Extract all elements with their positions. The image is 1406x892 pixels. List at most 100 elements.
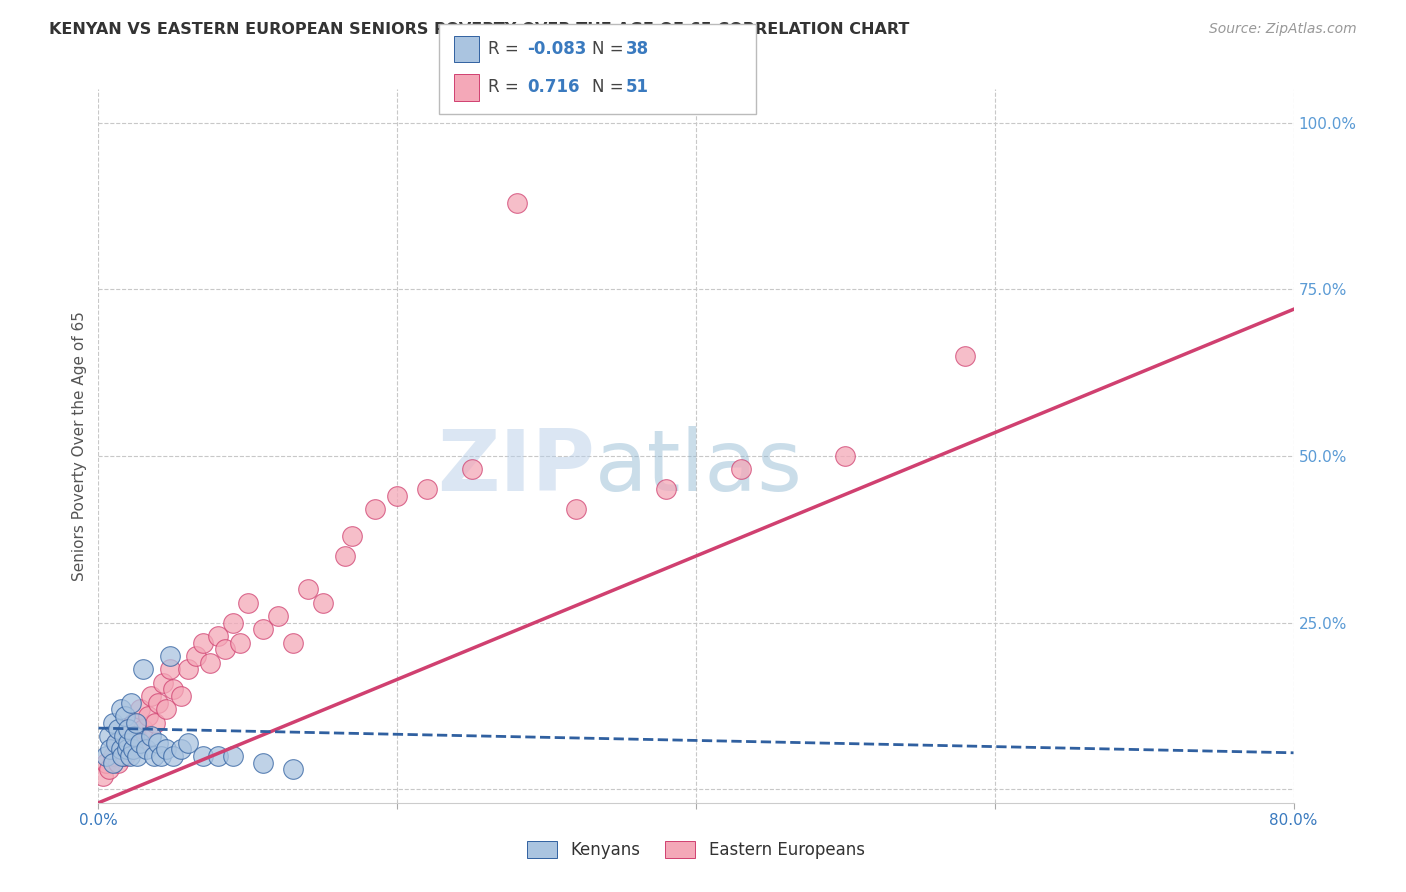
Point bbox=[565, 502, 588, 516]
Point bbox=[103, 756, 125, 770]
Point bbox=[128, 736, 150, 750]
Point bbox=[184, 649, 207, 664]
Point bbox=[117, 736, 139, 750]
Point bbox=[155, 702, 177, 716]
Point bbox=[139, 689, 162, 703]
Text: KENYAN VS EASTERN EUROPEAN SENIORS POVERTY OVER THE AGE OF 65 CORRELATION CHART: KENYAN VS EASTERN EUROPEAN SENIORS POVER… bbox=[49, 22, 910, 37]
Point bbox=[207, 749, 229, 764]
Point bbox=[112, 729, 135, 743]
Point bbox=[110, 742, 132, 756]
Point bbox=[114, 749, 136, 764]
Point bbox=[297, 582, 319, 597]
Point bbox=[142, 749, 165, 764]
Point bbox=[333, 549, 356, 563]
Point bbox=[139, 729, 162, 743]
Point bbox=[311, 596, 333, 610]
Point bbox=[107, 756, 129, 770]
Point bbox=[416, 483, 439, 497]
Point bbox=[214, 642, 236, 657]
Point bbox=[117, 723, 139, 737]
Point bbox=[281, 763, 304, 777]
Point bbox=[120, 696, 142, 710]
Point bbox=[953, 349, 976, 363]
Point bbox=[112, 729, 135, 743]
Point bbox=[98, 742, 122, 756]
Point bbox=[125, 729, 148, 743]
Point bbox=[506, 195, 529, 210]
Point bbox=[115, 742, 138, 756]
Point bbox=[103, 715, 125, 730]
Point bbox=[169, 742, 191, 756]
Point bbox=[107, 723, 129, 737]
Text: 0.716: 0.716 bbox=[527, 78, 579, 96]
Point bbox=[159, 662, 181, 676]
Point bbox=[97, 763, 120, 777]
Point bbox=[162, 682, 184, 697]
Point bbox=[111, 749, 134, 764]
Point bbox=[125, 715, 148, 730]
Point bbox=[129, 702, 152, 716]
Point bbox=[159, 649, 181, 664]
Point bbox=[222, 749, 245, 764]
Point bbox=[207, 629, 229, 643]
Point bbox=[91, 769, 114, 783]
Text: -0.083: -0.083 bbox=[527, 40, 586, 58]
Point bbox=[129, 736, 152, 750]
Text: ZIP: ZIP bbox=[437, 425, 595, 509]
Point bbox=[155, 742, 177, 756]
Point bbox=[236, 596, 259, 610]
Point bbox=[110, 702, 132, 716]
Point bbox=[117, 723, 139, 737]
Point bbox=[655, 483, 678, 497]
Point bbox=[97, 729, 120, 743]
Point bbox=[118, 749, 141, 764]
Point bbox=[191, 636, 214, 650]
Point bbox=[132, 662, 155, 676]
Text: 51: 51 bbox=[626, 78, 648, 96]
Point bbox=[150, 749, 173, 764]
Point bbox=[148, 736, 170, 750]
Text: atlas: atlas bbox=[595, 425, 803, 509]
Text: N =: N = bbox=[592, 78, 628, 96]
Point bbox=[229, 636, 252, 650]
Point bbox=[105, 736, 128, 750]
Point bbox=[252, 756, 274, 770]
Point bbox=[143, 715, 166, 730]
Point bbox=[177, 736, 200, 750]
Point bbox=[385, 489, 409, 503]
Point bbox=[200, 656, 222, 670]
Point bbox=[461, 462, 484, 476]
Point bbox=[94, 749, 117, 764]
Point bbox=[730, 462, 752, 476]
Point bbox=[342, 529, 364, 543]
Point bbox=[191, 749, 214, 764]
Y-axis label: Seniors Poverty Over the Age of 65: Seniors Poverty Over the Age of 65 bbox=[72, 311, 87, 581]
Point bbox=[105, 736, 128, 750]
Text: R =: R = bbox=[488, 40, 524, 58]
Point bbox=[281, 636, 304, 650]
Point bbox=[135, 742, 157, 756]
Point bbox=[121, 742, 143, 756]
Point bbox=[148, 696, 170, 710]
Text: N =: N = bbox=[592, 40, 628, 58]
Legend: Kenyans, Eastern Europeans: Kenyans, Eastern Europeans bbox=[520, 834, 872, 866]
Point bbox=[110, 742, 132, 756]
Point bbox=[267, 609, 290, 624]
Point bbox=[222, 615, 245, 630]
Point bbox=[121, 715, 143, 730]
Text: Source: ZipAtlas.com: Source: ZipAtlas.com bbox=[1209, 22, 1357, 37]
Point bbox=[252, 623, 274, 637]
Text: 38: 38 bbox=[626, 40, 648, 58]
Point bbox=[834, 449, 856, 463]
Point bbox=[177, 662, 200, 676]
Point bbox=[364, 502, 387, 516]
Point bbox=[114, 709, 136, 723]
Point bbox=[124, 729, 146, 743]
Point bbox=[132, 723, 155, 737]
Point bbox=[136, 709, 159, 723]
Text: R =: R = bbox=[488, 78, 524, 96]
Point bbox=[162, 749, 184, 764]
Point bbox=[120, 742, 142, 756]
Point bbox=[94, 756, 117, 770]
Point bbox=[169, 689, 191, 703]
